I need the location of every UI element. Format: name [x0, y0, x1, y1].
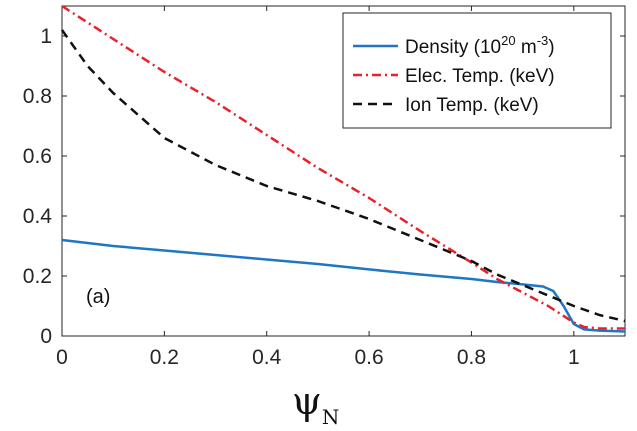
series-lines: [60, 4, 626, 333]
y-tick-label: 0.8: [23, 85, 52, 108]
y-tick-label: 1: [40, 25, 52, 48]
x-tick-label: 0.4: [252, 346, 282, 369]
x-tick-label: 0.6: [354, 346, 383, 369]
x-tick-label: 0: [56, 346, 68, 369]
series-line-density-10-20-m-3: [61, 238, 626, 333]
x-tick-label: 0.8: [457, 346, 486, 369]
legend-label-elec: Elec. Temp. (keV): [405, 66, 555, 87]
legend: Density (1020 m-3) Elec. Temp. (keV) Ion…: [342, 12, 612, 129]
legend-label-ion: Ion Temp. (keV): [405, 95, 539, 116]
legend-box: [342, 12, 612, 129]
y-tick-label: 0: [40, 325, 52, 348]
y-tick-label: 0.4: [23, 205, 53, 228]
series-line-ion-temp-kev: [60, 29, 626, 323]
x-tick-label: 0.2: [150, 346, 179, 369]
x-tick-label: 1: [568, 346, 580, 369]
x-axis-label: ψN: [292, 379, 339, 429]
annotation-label: (a): [86, 286, 110, 308]
y-tick-label: 0.2: [23, 265, 52, 288]
y-tick-label: 0.6: [23, 145, 52, 168]
legend-label-density: Density (1020 m-3): [405, 33, 555, 58]
axis-ticks: 0 0.2 0.4 0.6 0.8 1 0 0.2 0.4 0.6 0.8 1: [23, 6, 625, 369]
